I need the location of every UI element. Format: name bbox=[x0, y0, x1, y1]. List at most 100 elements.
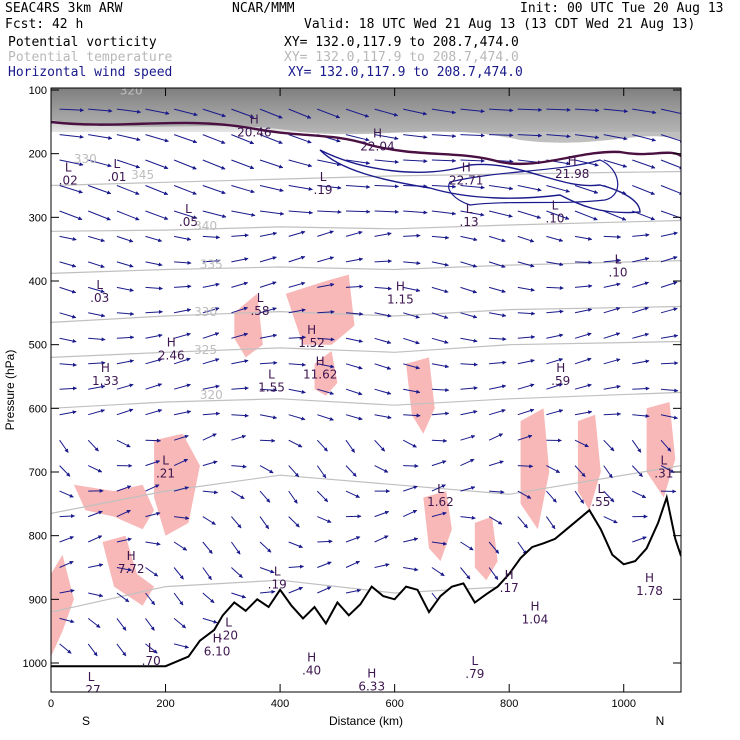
x-axis: 0 200 400 600 800 1000 bbox=[48, 88, 636, 710]
wind-vector-180 bbox=[174, 308, 192, 314]
wind-vector-185 bbox=[317, 310, 335, 315]
wind-vector-38 bbox=[517, 133, 543, 138]
wind-vector-291 bbox=[202, 433, 217, 441]
wind-vector-111 bbox=[88, 235, 105, 243]
wind-vector-282 bbox=[574, 410, 593, 416]
extremum-value-2: .05 bbox=[179, 215, 198, 229]
wind-vector-67 bbox=[88, 185, 112, 195]
wind-vector-53 bbox=[317, 159, 342, 167]
wind-vector-237 bbox=[546, 358, 564, 365]
wind-vector-198 bbox=[59, 337, 77, 343]
wind-vector-324 bbox=[517, 464, 534, 469]
wind-vector-334 bbox=[173, 486, 189, 492]
wind-vector-137 bbox=[202, 258, 221, 263]
wind-vector-388 bbox=[517, 541, 527, 555]
extremum-marker-23: L bbox=[660, 453, 667, 467]
wind-vector-400 bbox=[345, 560, 360, 568]
extremum-marker-15: H bbox=[307, 323, 316, 337]
wind-vector-382 bbox=[345, 536, 361, 543]
wind-vector-129 bbox=[603, 234, 622, 239]
wind-vector-69 bbox=[145, 185, 169, 196]
wind-vector-381 bbox=[317, 539, 333, 544]
wind-vector-395 bbox=[202, 567, 212, 581]
wind-vector-203 bbox=[202, 332, 220, 339]
wind-vector-235 bbox=[489, 360, 507, 365]
isentrope-label-group: 320 330 345 340 335 330 325 320 bbox=[74, 83, 223, 402]
wind-vector-79 bbox=[431, 184, 457, 189]
extremum-marker-2: L bbox=[185, 202, 192, 216]
wind-vector-399 bbox=[317, 561, 332, 568]
wind-vector-329 bbox=[660, 465, 675, 474]
x-tick-label-400: 400 bbox=[271, 698, 289, 710]
wind-vector-380 bbox=[288, 541, 303, 549]
wind-vector-41 bbox=[603, 134, 628, 141]
wind-vector-316 bbox=[288, 465, 300, 478]
wind-vector-20 bbox=[632, 108, 657, 115]
wind-vector-90 bbox=[116, 210, 140, 221]
wind-vector-375 bbox=[145, 541, 161, 546]
isentrope-label-0: 320 bbox=[120, 83, 143, 97]
endpoint-right-label: N bbox=[656, 714, 665, 728]
wind-vector-181 bbox=[202, 307, 220, 314]
wind-vector-104 bbox=[517, 210, 542, 219]
wind-vector-91 bbox=[145, 210, 169, 220]
wind-vector-305 bbox=[603, 439, 615, 452]
wind-vector-389 bbox=[632, 536, 647, 543]
wind-vector-259 bbox=[546, 383, 563, 390]
wind-vector-222 bbox=[116, 359, 134, 365]
wind-vector-99 bbox=[374, 209, 399, 214]
wind-vector-182 bbox=[231, 306, 248, 314]
wind-vector-163 bbox=[317, 282, 335, 288]
wind-vector-228 bbox=[288, 362, 306, 367]
wind-vector-247 bbox=[202, 384, 220, 390]
wind-vector-242 bbox=[59, 386, 77, 391]
wind-vector-332 bbox=[116, 485, 132, 492]
wind-vector-151 bbox=[603, 258, 621, 263]
wind-vector-304 bbox=[574, 439, 589, 448]
wind-vector-149 bbox=[546, 261, 564, 267]
wind-vector-214 bbox=[517, 335, 536, 340]
extremum-marker-8: L bbox=[466, 202, 473, 216]
wind-vector-56 bbox=[403, 159, 428, 164]
pv-shading-region-10 bbox=[520, 408, 550, 530]
wind-vector-418 bbox=[59, 617, 75, 624]
wind-vector-412 bbox=[231, 592, 247, 599]
x-tick-label-1000: 1000 bbox=[611, 698, 635, 710]
wind-vector-202 bbox=[173, 332, 191, 339]
extremum-value-19: .59 bbox=[551, 374, 570, 388]
wind-vector-49 bbox=[202, 159, 226, 170]
wind-vector-26 bbox=[173, 134, 198, 144]
y-tick-label-300: 300 bbox=[29, 212, 47, 224]
wind-vector-335 bbox=[202, 490, 219, 495]
extremum-value-30: 6.10 bbox=[204, 645, 231, 659]
wind-vector-321 bbox=[431, 460, 447, 467]
extremum-marker-1: L bbox=[114, 157, 121, 171]
wind-vector-35 bbox=[431, 134, 457, 139]
wind-vector-402 bbox=[403, 567, 419, 572]
wind-vector-28 bbox=[231, 134, 255, 145]
wind-vector-197 bbox=[660, 307, 678, 314]
field-wind-xy: XY= 132.0,117.9 to 208.7,474.0 bbox=[288, 65, 523, 80]
wind-vector-11 bbox=[374, 108, 399, 117]
wind-vector-359 bbox=[259, 516, 270, 530]
extremum-marker-16: H bbox=[316, 355, 325, 369]
wind-vector-110 bbox=[59, 235, 77, 241]
wind-vector-286 bbox=[59, 439, 69, 453]
pv-shading-region-2 bbox=[154, 433, 200, 536]
extremum-marker-31: L bbox=[148, 641, 155, 655]
wind-vector-196 bbox=[632, 306, 649, 314]
field-theta-xy: XY= 132.0,117.9 to 208.7,474.0 bbox=[284, 50, 519, 65]
wind-vector-384 bbox=[403, 537, 419, 543]
extremum-value-35: .79 bbox=[465, 667, 484, 681]
wind-vector-349 bbox=[603, 490, 615, 503]
terrain-fill bbox=[51, 497, 681, 692]
wind-vector-160 bbox=[231, 281, 249, 288]
isentrope-label-2: 345 bbox=[131, 168, 154, 182]
extremum-value-23: .31 bbox=[654, 466, 673, 480]
extremum-marker-11: L bbox=[96, 278, 103, 292]
wind-vector-6 bbox=[231, 108, 255, 119]
extremum-marker-34: H bbox=[367, 667, 376, 681]
wind-vector-100 bbox=[403, 210, 428, 215]
wind-vector-254 bbox=[403, 388, 421, 394]
plot-frame bbox=[50, 87, 682, 693]
